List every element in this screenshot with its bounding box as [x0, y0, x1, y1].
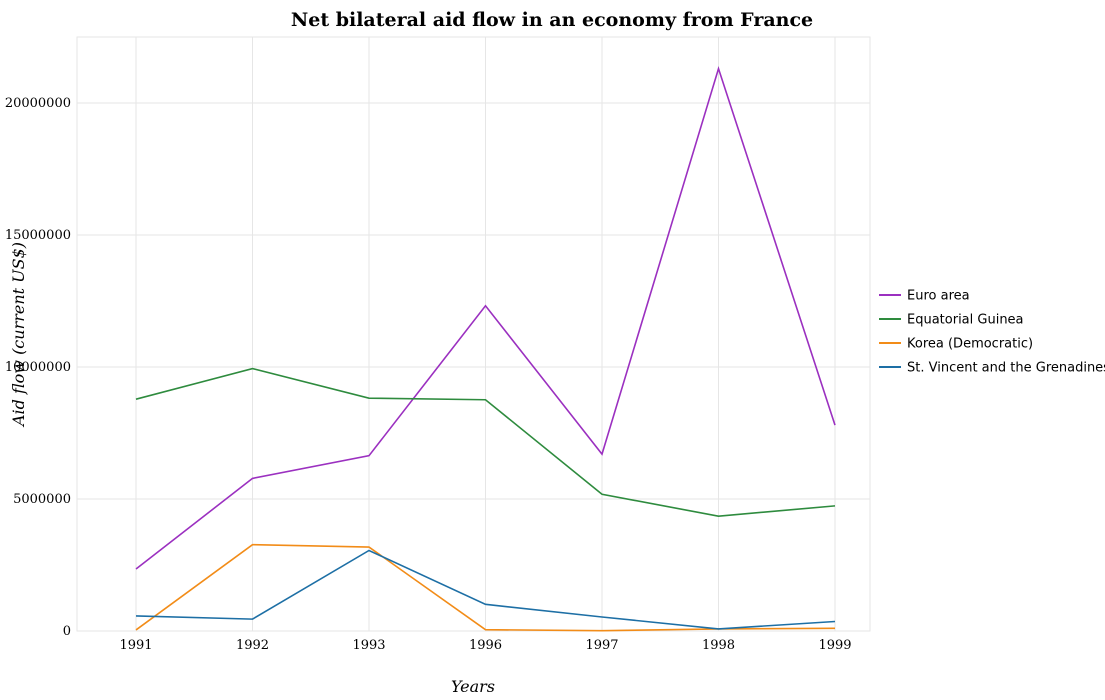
gridlines [77, 37, 870, 632]
y-tick-label: 0 [63, 624, 71, 639]
legend-label-equatorial-guinea: Equatorial Guinea [907, 313, 1024, 328]
y-axis-label: Aid flow (current US$) [9, 242, 28, 428]
x-tick-label: 1992 [236, 638, 269, 653]
y-tick-label: 20000000 [5, 96, 71, 111]
series-line-euro-area [135, 66, 836, 570]
series-line-st-vincent-and-the-grenadines [135, 549, 836, 630]
y-tick-label: 15000000 [5, 228, 71, 243]
chart-title: Net bilateral aid flow in an economy fro… [291, 9, 813, 31]
x-tick-label: 1993 [352, 638, 385, 653]
plot-frame [76, 36, 871, 632]
legend-label-korea-democratic: Korea (Democratic) [907, 337, 1033, 352]
x-tick-label: 1999 [818, 638, 851, 653]
legend-label-euro-area: Euro area [907, 289, 970, 304]
x-axis-label: Years [451, 677, 495, 696]
x-tick-label: 1996 [469, 638, 502, 653]
x-tick-label: 1991 [119, 638, 152, 653]
x-tick-label: 1998 [702, 638, 735, 653]
legend-label-st-vincent-and-the-grenadines: St. Vincent and the Grenadines [907, 361, 1105, 376]
legend: Euro area Equatorial Guinea Korea (Democra… [879, 289, 1105, 376]
x-axis-ticks: 1991 1992 1993 1996 1997 1998 1999 [119, 638, 851, 653]
y-axis-ticks: 0 5000000 10000000 15000000 20000000 [5, 96, 71, 639]
x-tick-label: 1997 [585, 638, 618, 653]
series-line-equatorial-guinea [135, 367, 836, 517]
y-tick-label: 10000000 [5, 360, 71, 375]
y-tick-label: 5000000 [13, 492, 71, 507]
series-lines [135, 66, 836, 632]
